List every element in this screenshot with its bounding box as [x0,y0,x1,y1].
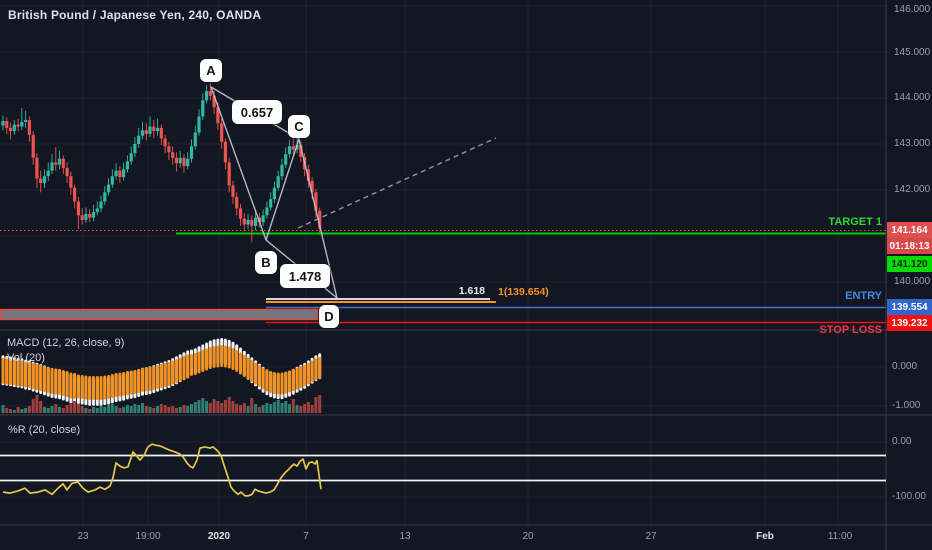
trend-dashed-line[interactable] [297,137,497,229]
time-axis-label: 20 [522,531,534,542]
target-label: TARGET 1 [828,216,882,228]
candlestick-series [1,83,322,243]
stop-loss-label: STOP LOSS [819,324,882,336]
risk-band[interactable] [0,308,319,321]
price-axis-label: 144.000 [894,92,931,103]
fib-1-projection-label: 1(139.654) [498,286,549,298]
pattern-ratio-ab-label[interactable]: 0.657 [232,100,282,124]
time-axis-label: 19:00 [135,531,161,542]
time-axis-label: 27 [645,531,657,542]
current-price-badge: 141.164 [887,222,932,238]
pattern-ratio-bd-label[interactable]: 1.478 [280,264,330,288]
indicator-axis-label: 0.00 [892,436,912,447]
symbol-title: British Pound / Japanese Yen, 240, OANDA [8,8,262,22]
percent-r-bands [0,454,886,482]
price-axis-label: 142.000 [894,184,931,195]
time-axis-label: Feb [756,531,774,542]
time-axis-label: 23 [77,531,89,542]
price-axis-label: 140.000 [894,276,931,287]
pattern-point-b-label[interactable]: B [255,251,277,274]
entry-price-badge: 139.554 [887,299,932,315]
time-axis-label: 13 [399,531,411,542]
percent-r-indicator-label[interactable]: %R (20, close) [8,424,81,436]
price-axis-label: 143.000 [894,138,931,149]
time-axis-label: 7 [303,531,309,542]
pattern-point-d-label[interactable]: D [319,305,339,328]
volume-series [1,395,322,413]
percent-r-line [2,443,322,497]
pattern-point-a-label[interactable]: A [200,59,222,82]
stop-price-badge: 139.232 [887,315,932,331]
pattern-point-c-label[interactable]: C [288,115,310,138]
indicator-axis-label: -100.00 [892,491,926,502]
entry-label: ENTRY [845,290,882,302]
time-axis-label: 11:00 [827,531,853,542]
macd-series [1,338,322,406]
volume-indicator-label[interactable]: Vol (20) [7,352,45,364]
indicator-axis-label: -1.000 [892,400,921,411]
macd-indicator-label[interactable]: MACD (12, 26, close, 9) [7,337,125,349]
bar-countdown-badge: 01:18:13 [887,238,932,254]
indicator-axis-label: 0.000 [892,361,918,372]
time-axis-label: 2020 [207,531,231,542]
alert-price-badge: 141.120 [887,256,932,272]
price-axis-label: 145.000 [894,47,931,58]
fib-1618-label: 1.618 [458,285,485,297]
price-axis-label: 146.000 [894,4,931,15]
